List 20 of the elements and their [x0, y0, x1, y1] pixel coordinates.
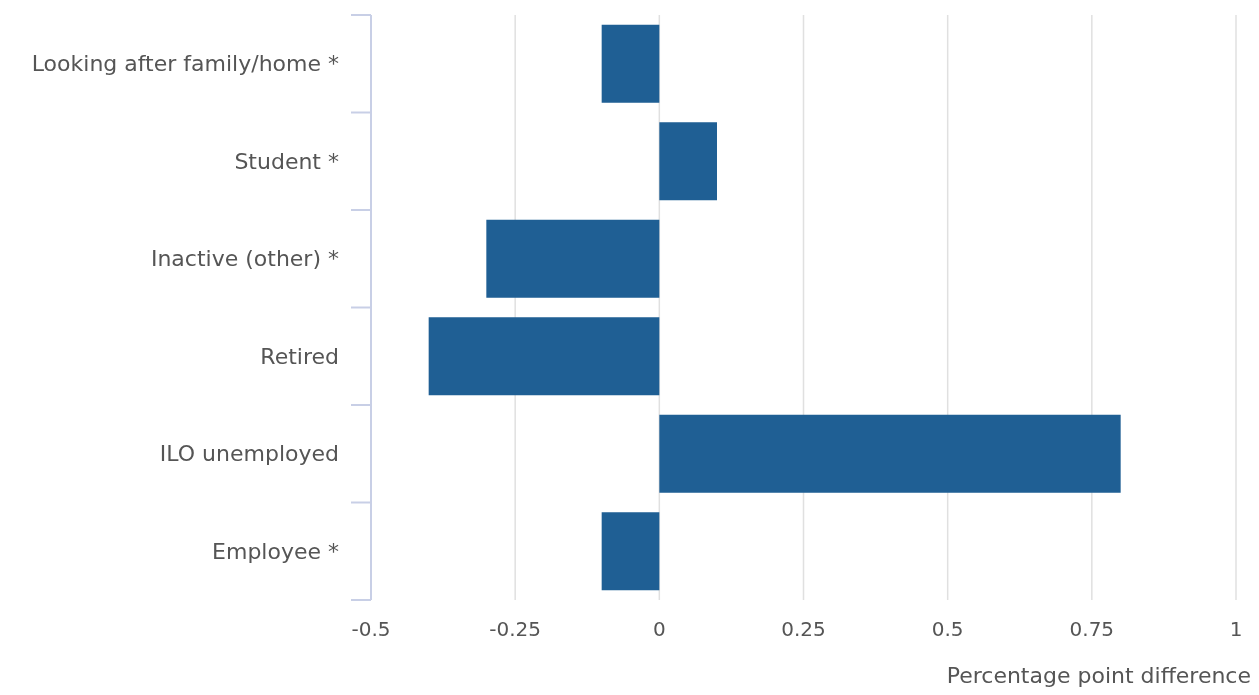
y-tick-label: Inactive (other) * [150, 246, 339, 272]
bar [659, 414, 1121, 493]
x-tick-label: 0 [652, 617, 666, 641]
bar [601, 24, 660, 103]
y-tick-label: Student * [234, 148, 339, 174]
x-tick-label: 0.75 [1069, 617, 1115, 641]
bar [428, 317, 660, 396]
y-tick-label: Looking after family/home * [31, 51, 339, 77]
y-tick-label: Employee * [212, 538, 339, 564]
x-tick-label: -0.5 [351, 617, 391, 641]
x-axis-title: Percentage point difference [946, 663, 1251, 688]
x-tick-label: -0.25 [489, 617, 542, 641]
bar [601, 512, 660, 591]
x-tick-label: 0.25 [781, 617, 826, 641]
bar [486, 219, 660, 298]
y-tick-label: ILO unemployed [159, 441, 339, 467]
x-tick-label: 1 [1229, 617, 1243, 641]
x-tick-label: 0.5 [931, 617, 964, 641]
y-tick-label: Retired [260, 343, 339, 369]
bar [659, 122, 717, 201]
